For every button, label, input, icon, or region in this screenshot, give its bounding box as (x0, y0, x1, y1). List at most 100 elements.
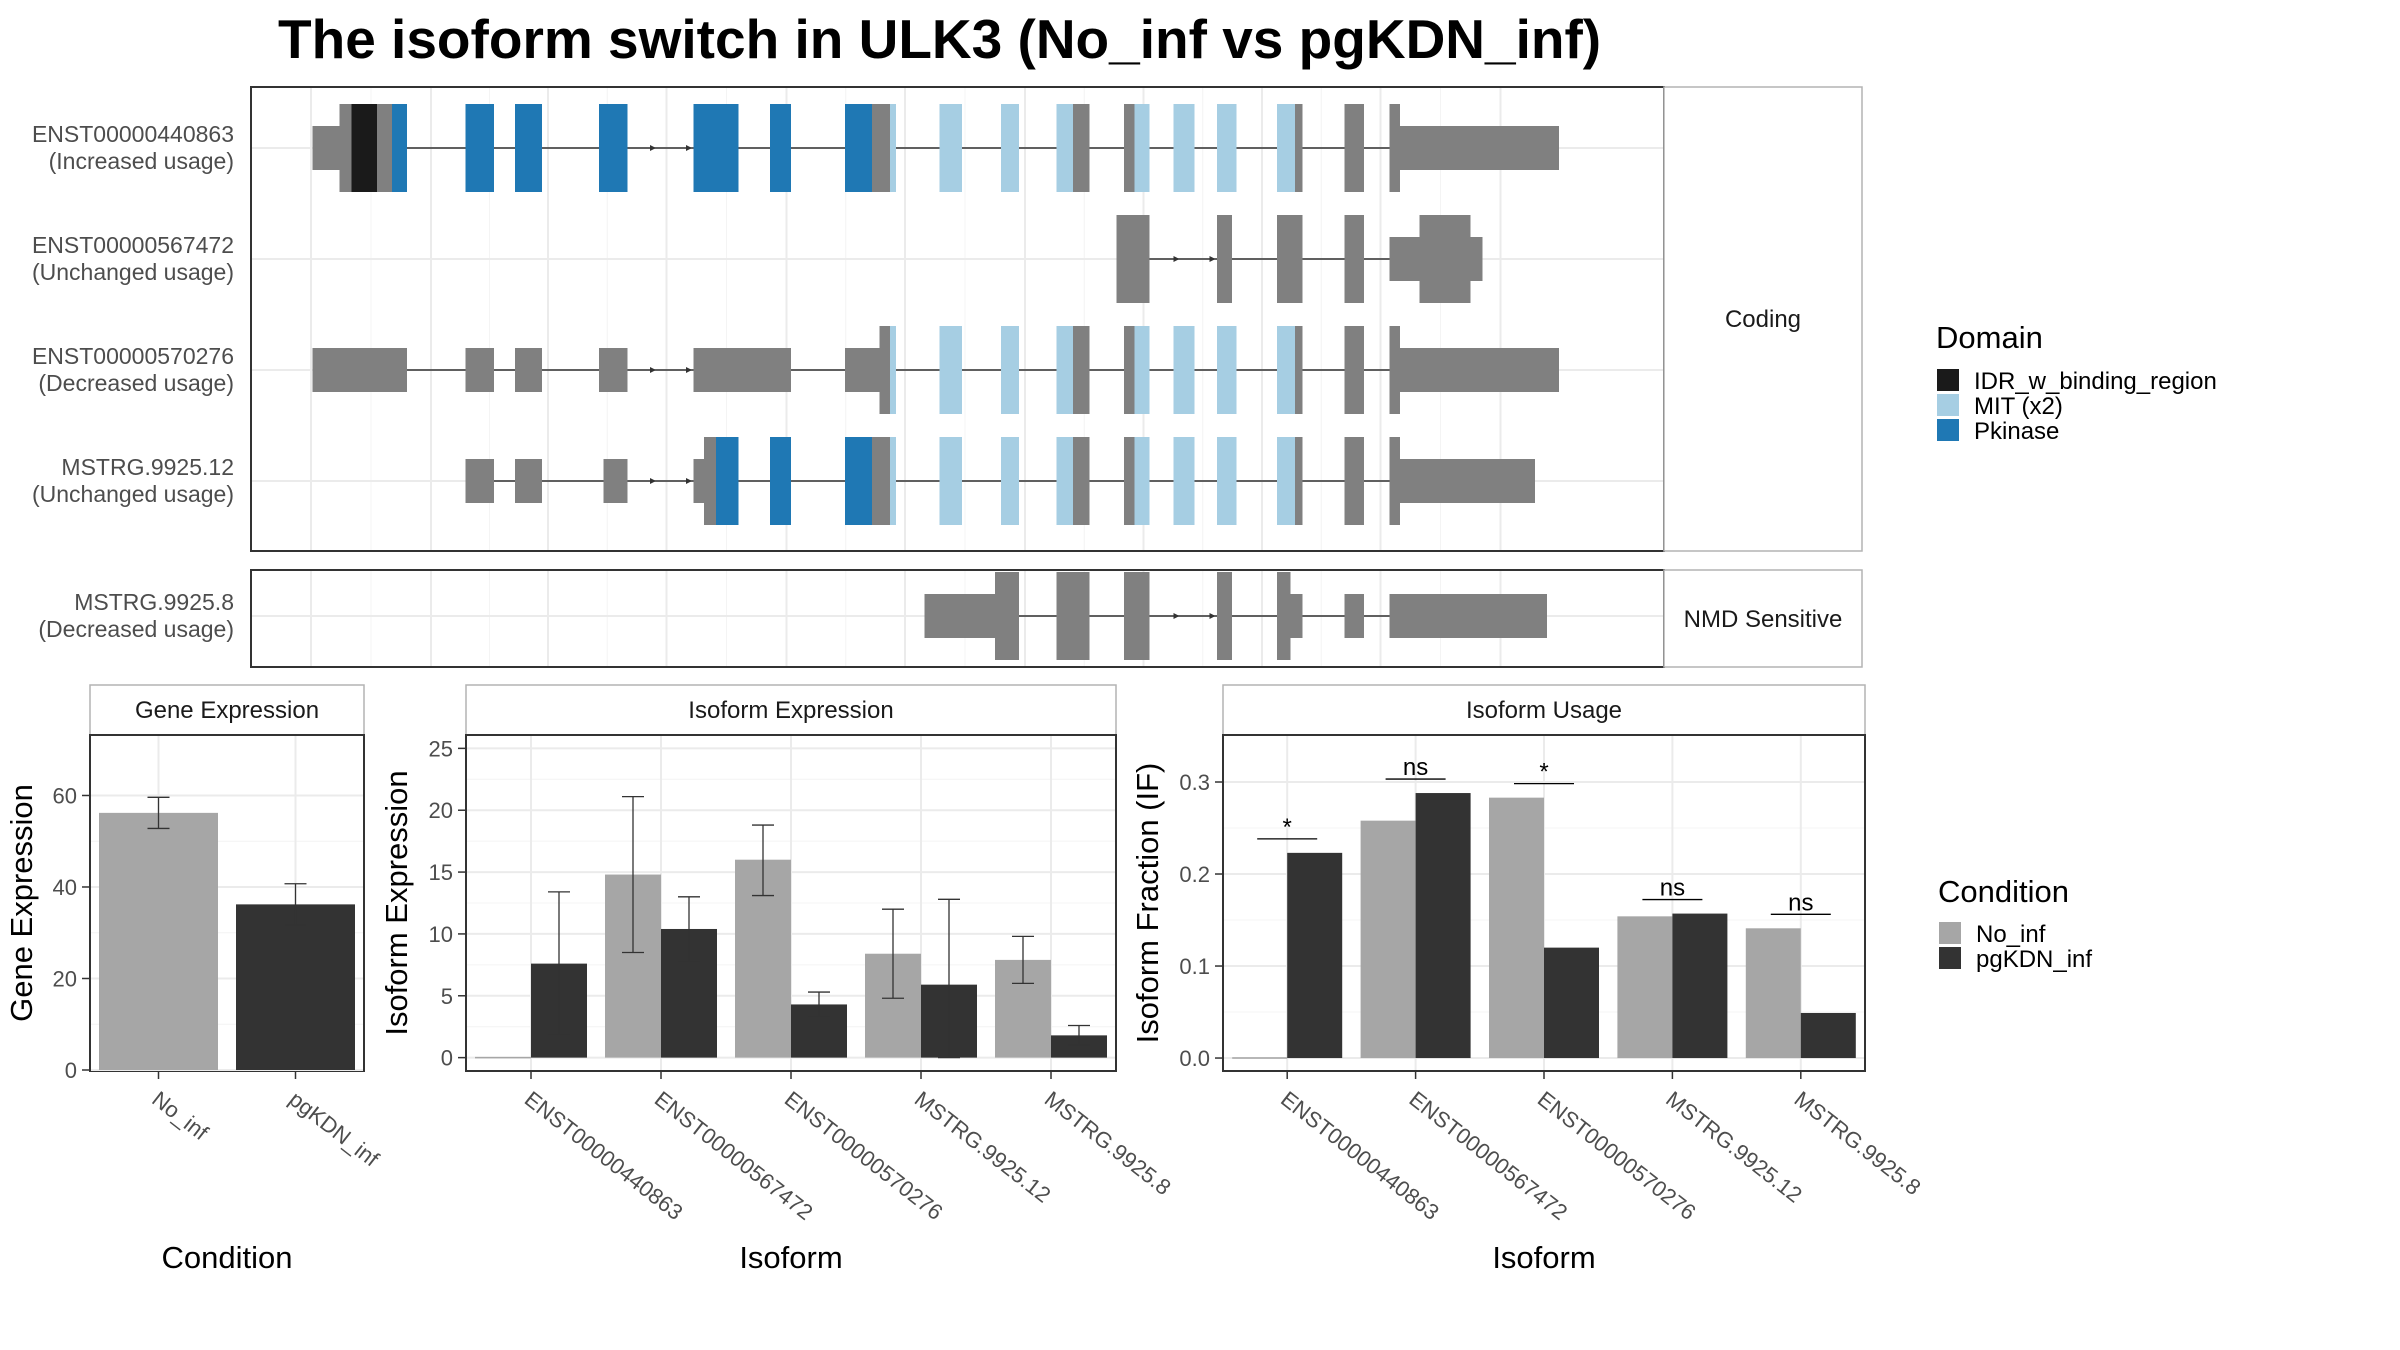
exon-cds-block (1056, 572, 1090, 660)
exon-cds-block (1389, 104, 1400, 192)
isoform-usage-label: (Unchanged usage) (32, 481, 234, 507)
exon-utr-block (1389, 594, 1547, 638)
bar (1800, 1012, 1856, 1059)
strand-arrow (686, 367, 692, 373)
exon-domain-block (890, 326, 896, 414)
y-tick-label: 20 (53, 966, 77, 991)
exon-domain-block (515, 104, 542, 192)
bar (1415, 793, 1471, 1059)
exon-domain-block (1217, 437, 1237, 525)
y-tick-label: 60 (53, 783, 77, 808)
isoform-usage-label: (Increased usage) (49, 148, 234, 174)
significance-label: ns (1660, 875, 1685, 902)
exon-domain-block (1001, 437, 1019, 525)
x-tick-label: No_inf (147, 1086, 213, 1145)
exon-cds-block (995, 572, 1019, 660)
isoform-expression-strip-label: Isoform Expression (688, 697, 893, 724)
legend-swatch-mit (1937, 394, 1959, 416)
exon-domain-block (1173, 326, 1195, 414)
legend-swatch-no-inf (1939, 922, 1961, 944)
bar (1489, 797, 1544, 1059)
strand-arrow (686, 145, 692, 151)
exon-domain-block (599, 104, 628, 192)
exon-cds-block (1124, 326, 1135, 414)
strand-arrow (1209, 613, 1216, 619)
coding-strip (1663, 86, 1863, 552)
isoform-expression-strip (465, 684, 1117, 736)
isoform-usage-panel: Isoform Usage *ns *nsns0.00.10.20.3ENST00… (1130, 684, 1926, 1275)
strand-arrow (1209, 256, 1216, 262)
condition-legend: Condition No_inf pgKDN_inf (1938, 874, 2092, 973)
exon-domain-block (890, 437, 896, 525)
exon-domain-block (1134, 326, 1150, 414)
strand-arrow (1173, 613, 1180, 619)
exon-utr-block (1400, 348, 1559, 392)
exon-domain-block (1056, 437, 1073, 525)
x-tick-label: MSTRG.9925.12 (1661, 1086, 1806, 1207)
exon-utr-block (1470, 237, 1483, 281)
bar (1617, 916, 1673, 1059)
exon-utr-block (599, 348, 628, 392)
isoform-expression-x-title: Isoform (739, 1240, 842, 1275)
significance-label: * (1539, 759, 1548, 786)
exon-cds-block (879, 326, 890, 414)
condition-legend-title: Condition (1938, 874, 2069, 909)
exon-cds-block (1073, 437, 1090, 525)
legend-label-idr: IDR_w_binding_region (1974, 368, 2217, 395)
y-tick-label: 5 (441, 984, 453, 1009)
exon-utr-block (693, 348, 791, 392)
exon-utr-block (693, 459, 704, 503)
exon-domain-block (1001, 104, 1019, 192)
bar (236, 904, 355, 1070)
exon-utr-block (1389, 237, 1420, 281)
bar (1287, 852, 1343, 1059)
y-tick-label: 0 (65, 1058, 77, 1083)
legend-swatch-pkinase (1937, 419, 1959, 441)
legend-swatch-idr (1937, 369, 1959, 391)
isoform-name-label: MSTRG.9925.8 (74, 589, 234, 615)
bar (1051, 1035, 1107, 1058)
exon-domain-block (1134, 437, 1150, 525)
x-tick-label: MSTRG.9925.8 (1790, 1086, 1926, 1200)
exon-cds-block (872, 104, 890, 192)
isoform-expression-panel: Isoform Expression 0510152025ENST0000044… (379, 684, 1176, 1275)
exon-domain-block (1134, 104, 1150, 192)
isoform-track (312, 326, 1559, 414)
y-tick-label: 15 (429, 860, 453, 885)
x-tick-label: pgKDN_inf (284, 1086, 384, 1172)
isoform-name-label: ENST00000567472 (32, 232, 234, 258)
exon-cds-block (1124, 104, 1135, 192)
exon-cds-block (377, 104, 392, 192)
legend-label-no-inf: No_inf (1976, 921, 2046, 948)
gene-expression-strip-label: Gene Expression (135, 697, 319, 724)
exon-cds-block (1419, 215, 1471, 303)
exon-cds-block (1073, 326, 1090, 414)
strand-arrow (650, 478, 656, 484)
exon-cds-block (1344, 326, 1364, 414)
gene-expression-panel: Gene Expression 0 20 40 60 No_inf pgKDN_inf C… (4, 684, 384, 1275)
isoform-name-label: ENST00000570276 (32, 343, 234, 369)
exon-utr-block (603, 459, 628, 503)
isoform-usage-strip-label: Isoform Usage (1466, 697, 1622, 724)
significance-label: ns (1403, 754, 1428, 781)
bar (1544, 947, 1599, 1059)
exon-cds-block (1344, 437, 1364, 525)
exon-cds-block (1295, 326, 1303, 414)
nmd-strip-label: NMD Sensitive (1684, 606, 1843, 633)
exon-domain-block (1277, 326, 1295, 414)
strand-arrow (686, 478, 692, 484)
bar (1745, 928, 1801, 1059)
isoform-usage-label: (Decreased usage) (38, 370, 234, 396)
exon-cds-block (1124, 572, 1150, 660)
legend-label-pkinase: Pkinase (1974, 418, 2059, 445)
isoform-usage-label: (Unchanged usage) (32, 259, 234, 285)
coding-strip-label: Coding (1725, 306, 1801, 333)
domain-legend: Domain IDR_w_binding_region MIT (x2) Pki… (1936, 320, 2217, 445)
isoform-structure-panel: Coding NMD Sensitive ENST00000440863(Inc… (32, 86, 1863, 668)
isoform-name-label: MSTRG.9925.12 (61, 454, 234, 480)
exon-utr-block (515, 348, 542, 392)
isoform-usage-x-title: Isoform (1492, 1240, 1595, 1275)
exon-domain-block (1173, 437, 1195, 525)
exon-cds-block (1295, 104, 1303, 192)
bar (1672, 913, 1728, 1059)
